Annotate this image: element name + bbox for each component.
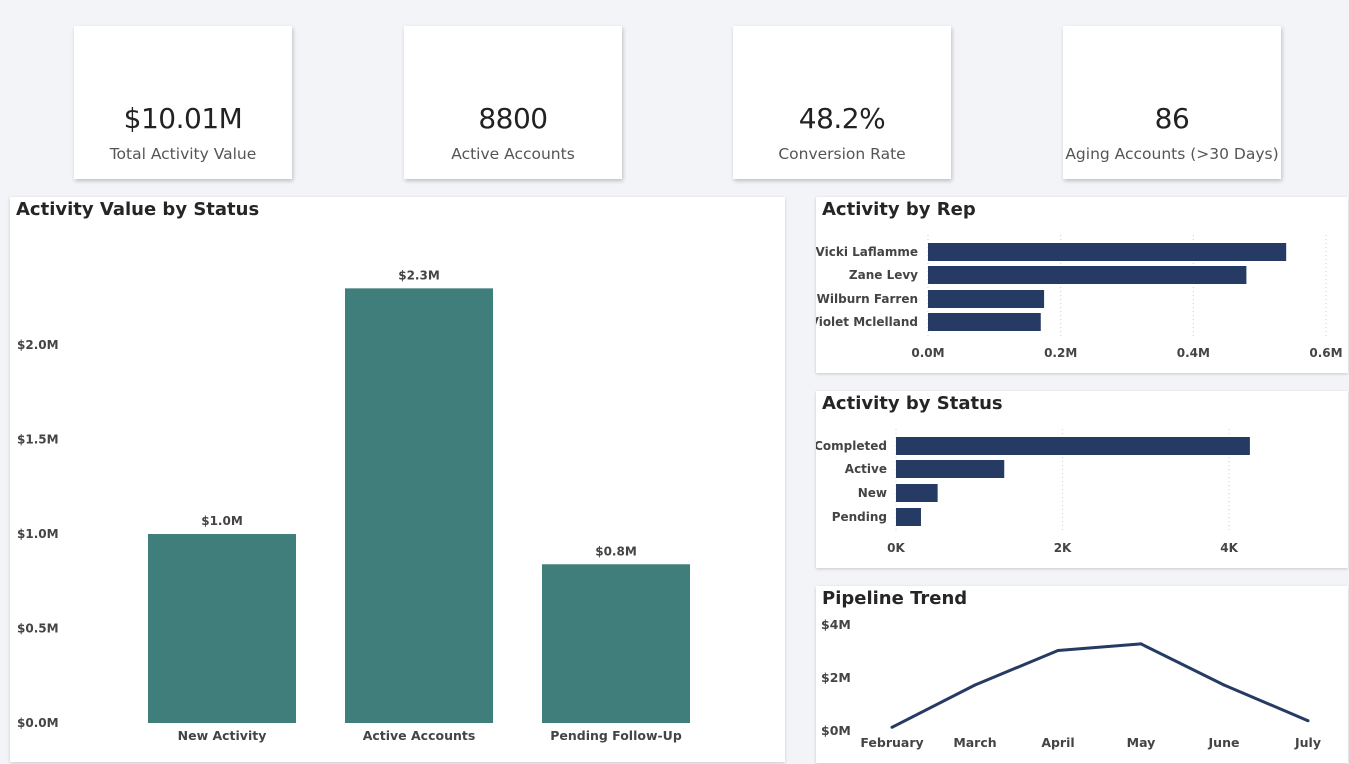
chart-title: Activity Value by Status xyxy=(16,199,260,220)
y-tick-label: $0.5M xyxy=(17,622,59,636)
x-tick-label: Pending Follow-Up xyxy=(550,728,682,743)
y-tick-label: $1.0M xyxy=(17,527,59,541)
pipeline-trend-panel[interactable]: Pipeline Trend $0M $2M $4M February March Apr… xyxy=(816,586,1348,763)
data-label: $1.0M xyxy=(201,514,243,528)
bar xyxy=(345,288,493,723)
data-label: $0.8M xyxy=(595,544,637,558)
data-point xyxy=(973,683,977,687)
category-label: Zane Levy xyxy=(849,268,918,282)
bar xyxy=(542,564,690,723)
activity-by-status-chart: 0K 2K 4K Completed Active New Pending xyxy=(816,429,1250,555)
series-line xyxy=(891,642,1309,729)
chart-title: Pipeline Trend xyxy=(822,588,968,609)
kpi-card-conversion-rate[interactable]: 48.2% Conversion Rate xyxy=(733,26,951,179)
x-tick-label: 4K xyxy=(1220,541,1238,555)
chart-title: Activity by Status xyxy=(822,393,1003,414)
chart-title: Activity by Rep xyxy=(822,199,976,220)
bar xyxy=(896,484,938,502)
x-tick-label: 0.2M xyxy=(1044,346,1077,360)
x-tick-label: New Activity xyxy=(178,728,267,743)
x-tick-label: June xyxy=(1208,735,1240,750)
data-point xyxy=(1306,719,1310,723)
bar xyxy=(896,437,1250,455)
bar xyxy=(896,460,1005,478)
x-tick-label: 0.6M xyxy=(1309,346,1342,360)
data-point xyxy=(890,725,894,729)
bar xyxy=(148,534,296,723)
kpi-card-total-activity-value[interactable]: $10.01M Total Activity Value xyxy=(74,26,292,179)
y-tick-label: $4M xyxy=(821,617,851,632)
kpi-label: Total Activity Value xyxy=(109,145,257,163)
activity-by-rep-chart: 0.0M 0.2M 0.4M 0.6M Vicki Laflamme Zane Levy W… xyxy=(816,235,1343,360)
activity-by-status-panel[interactable]: Activity by Status 0K 2K 4K Completed Active… xyxy=(816,391,1348,568)
kpi-label: Aging Accounts (>30 Days) xyxy=(1065,145,1279,163)
category-label: Wilburn Farren xyxy=(817,292,918,306)
kpi-label: Active Accounts xyxy=(451,145,575,163)
data-point xyxy=(1222,683,1226,687)
x-tick-label: May xyxy=(1127,735,1156,750)
x-tick-label: April xyxy=(1041,735,1074,750)
data-point xyxy=(1139,642,1143,646)
category-label: Violet Mclelland xyxy=(816,315,918,329)
x-tick-label: February xyxy=(860,735,923,750)
category-label: Pending xyxy=(832,510,887,524)
activity-value-by-status-chart: $0.0M $0.5M $1.0M $1.5M $2.0M $1.0M New Activi… xyxy=(17,268,690,743)
bar xyxy=(928,266,1247,284)
kpi-value: $10.01M xyxy=(123,102,243,135)
bar xyxy=(928,243,1287,261)
kpi-value: 8800 xyxy=(478,102,548,135)
x-tick-label: March xyxy=(953,735,996,750)
kpi-label: Conversion Rate xyxy=(778,145,906,163)
bar xyxy=(928,290,1045,308)
x-tick-label: 2K xyxy=(1054,541,1072,555)
y-tick-label: $0.0M xyxy=(17,716,59,730)
bar xyxy=(896,508,921,526)
category-label: New xyxy=(858,486,887,500)
x-tick-label: July xyxy=(1294,735,1321,750)
category-label: Vicki Laflamme xyxy=(816,245,918,259)
category-label: Active xyxy=(845,462,887,476)
kpi-value: 86 xyxy=(1154,102,1190,135)
y-tick-label: $2M xyxy=(821,670,851,685)
x-tick-label: 0.0M xyxy=(911,346,944,360)
x-tick-label: 0.4M xyxy=(1177,346,1210,360)
bar xyxy=(928,313,1041,331)
y-tick-label: $2.0M xyxy=(17,338,59,352)
x-tick-label: 0K xyxy=(887,541,905,555)
pipeline-trend-chart: $0M $2M $4M February March April May June July xyxy=(821,617,1321,750)
category-label: Completed xyxy=(816,439,887,453)
kpi-card-aging-accounts[interactable]: 86 Aging Accounts (>30 Days) xyxy=(1063,26,1281,179)
data-point xyxy=(1056,649,1060,652)
activity-by-rep-panel[interactable]: Activity by Rep 0.0M 0.2M 0.4M 0.6M Vicki La… xyxy=(816,197,1348,373)
y-tick-label: $0M xyxy=(821,723,851,738)
x-tick-label: Active Accounts xyxy=(363,728,476,743)
kpi-card-active-accounts[interactable]: 8800 Active Accounts xyxy=(404,26,622,179)
kpi-value: 48.2% xyxy=(798,102,886,135)
data-label: $2.3M xyxy=(398,268,440,282)
activity-value-by-status-panel[interactable]: Activity Value by Status $0.0M $0.5M $1.0M… xyxy=(10,197,785,762)
y-tick-label: $1.5M xyxy=(17,433,59,447)
